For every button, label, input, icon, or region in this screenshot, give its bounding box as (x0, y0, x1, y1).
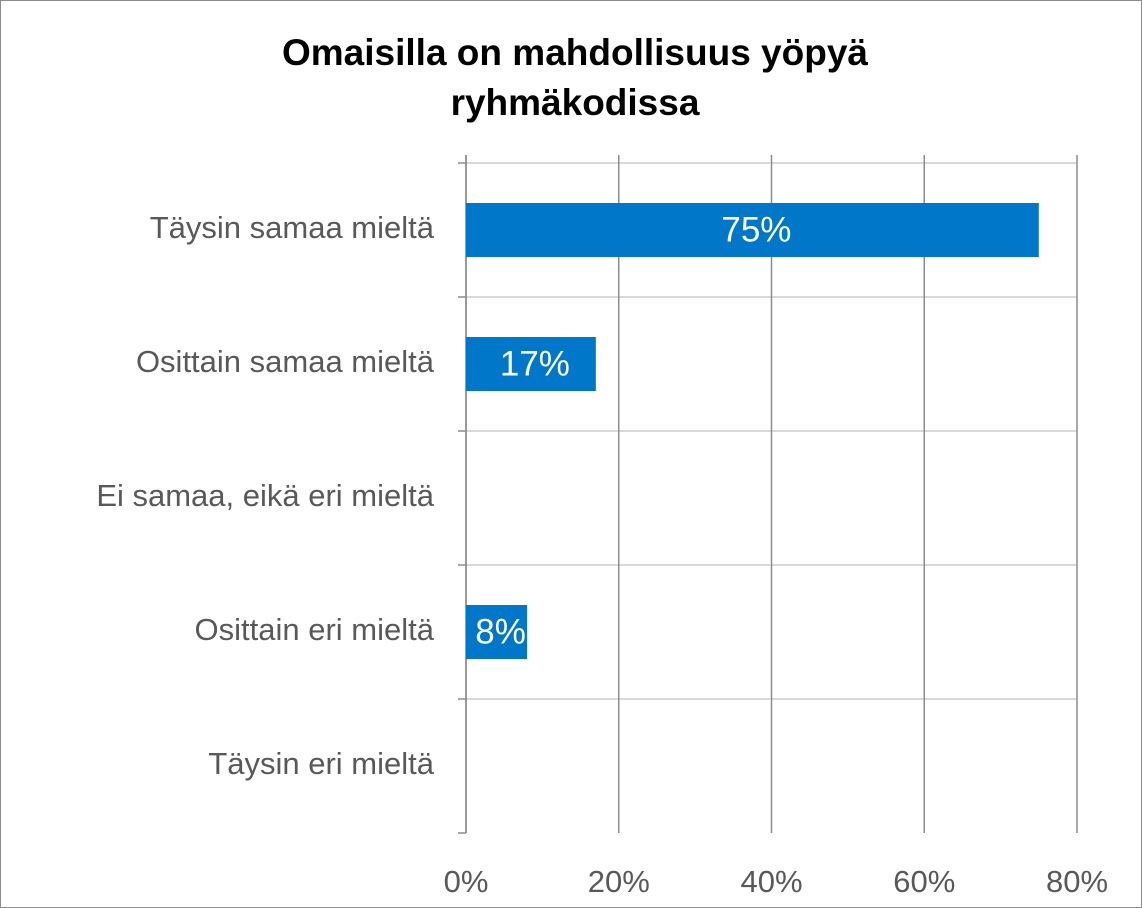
y-tick-label: Osittain eri mieltä (195, 612, 435, 647)
x-tick-label: 80% (1046, 864, 1108, 899)
y-tick-label: Osittain samaa mieltä (136, 344, 435, 379)
x-tick-label: 0% (444, 864, 489, 899)
value-label: 75% (721, 210, 791, 249)
y-tick-label: Täysin samaa mieltä (150, 210, 435, 245)
bar (466, 203, 1039, 257)
chart-title: Omaisilla on mahdollisuus yöpyä ryhmäkod… (282, 32, 868, 123)
y-tick-label: Täysin eri mieltä (208, 746, 434, 781)
x-tick-label: 40% (740, 864, 802, 899)
x-tick-label: 60% (893, 864, 955, 899)
y-tick-label: Ei samaa, eikä eri mieltä (96, 478, 434, 513)
x-tick-label: 20% (588, 864, 650, 899)
value-label: 17% (500, 344, 570, 383)
value-label: 8% (475, 612, 526, 651)
bar (466, 337, 596, 391)
bar (466, 605, 528, 659)
